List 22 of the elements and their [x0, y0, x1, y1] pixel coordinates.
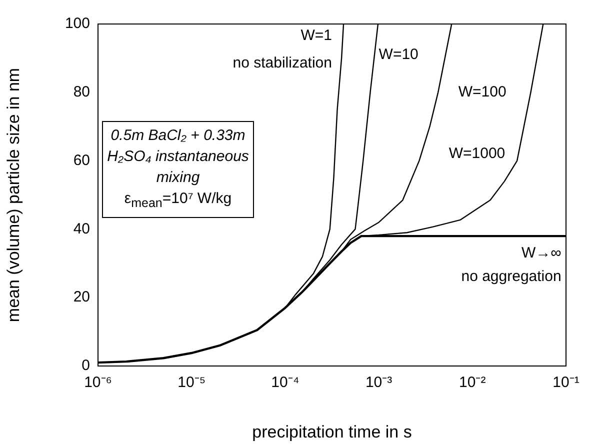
y-tick-label: 100: [64, 15, 90, 32]
y-tick-label: 0: [82, 357, 90, 374]
x-tick-label: 10⁻¹: [552, 374, 580, 392]
series-label: W=10: [378, 46, 418, 63]
y-axis-title: mean (volume) particle size in nm: [4, 68, 23, 322]
series-label: W=100: [458, 84, 506, 101]
annotation: ε$_{mean}$=10⁷ W/kg: [123, 189, 233, 212]
x-tick-label: 10⁻⁶: [84, 374, 112, 392]
y-tick-label: 60: [73, 152, 90, 169]
annotation: no aggregation: [461, 268, 562, 286]
y-tick-label: 40: [73, 220, 90, 238]
y-tick-label: 80: [73, 84, 90, 101]
x-axis-title: precipitation time in s: [252, 422, 412, 442]
x-tick-label: 10⁻³: [365, 374, 392, 392]
annotation: no stabilization: [232, 54, 332, 72]
series-label: W→∞: [521, 244, 562, 262]
series-label: W=1000: [448, 145, 506, 162]
y-tick-label: 20: [73, 288, 90, 306]
x-tick-label: 10⁻²: [459, 374, 486, 392]
series-label: W=1: [300, 27, 332, 44]
x-tick-label: 10⁻⁵: [178, 374, 206, 392]
x-tick-label: 10⁻⁴: [271, 374, 300, 392]
